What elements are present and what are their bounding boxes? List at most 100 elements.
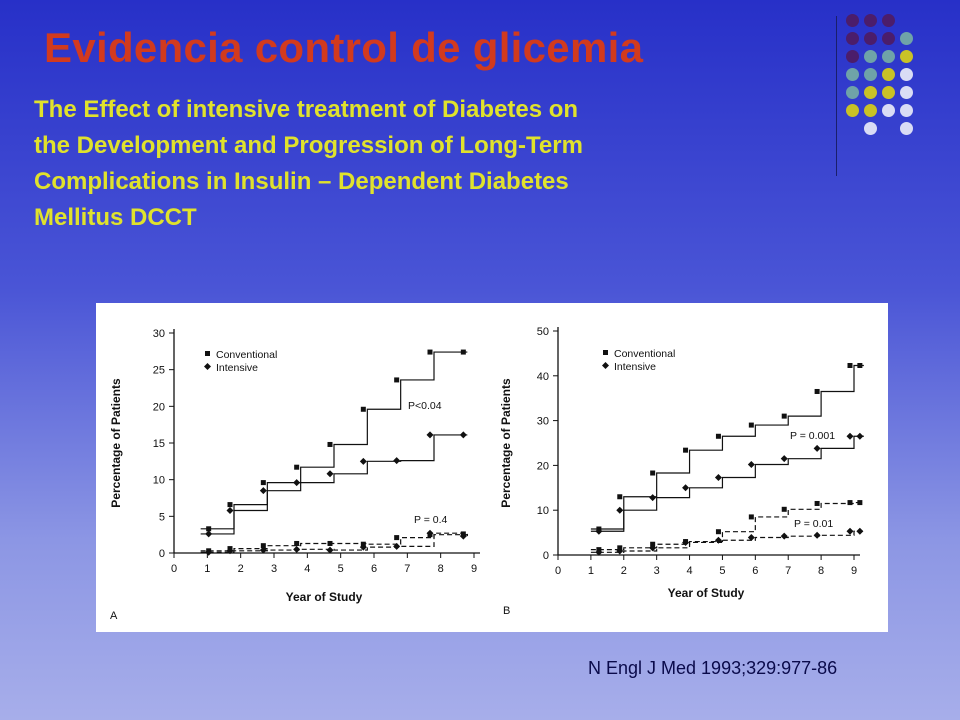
data-point-square (394, 535, 400, 541)
y-tick-label: 5 (159, 511, 165, 523)
data-point-square (781, 506, 787, 512)
data-point-diamond (359, 457, 367, 465)
decor-dot-lavender (864, 122, 877, 135)
x-tick-label: 8 (438, 563, 444, 575)
x-axis-label: Year of Study (286, 590, 363, 604)
data-point-square (814, 388, 820, 394)
data-point-diamond (259, 546, 267, 554)
data-point-square (650, 470, 656, 476)
y-tick-label: 30 (153, 328, 165, 340)
x-tick-label: 1 (204, 563, 210, 575)
data-point-diamond (813, 444, 821, 452)
data-point-diamond (459, 431, 467, 439)
series-line-1 (200, 434, 468, 535)
y-tick-label: 20 (537, 460, 549, 472)
x-tick-label: 3 (654, 565, 660, 577)
data-point-diamond (649, 544, 657, 552)
data-point-square (260, 480, 266, 486)
data-point-diamond (426, 431, 434, 439)
data-point-diamond (846, 527, 854, 535)
y-tick-label: 10 (537, 505, 549, 517)
series-line-3 (200, 532, 468, 553)
figure-panel: 0 5 10 15 20 25 30 0 1 2 3 4 5 6 7 8 9 Year of Study Perce… (96, 303, 888, 632)
y-axis-label: Percentage of Patients (499, 378, 513, 508)
data-point-diamond (616, 506, 624, 514)
slide-title: Evidencia control de glicemia (44, 24, 644, 71)
data-point-square (683, 447, 689, 453)
data-point-diamond (459, 532, 467, 540)
data-point-diamond (595, 548, 603, 556)
data-point-diamond (426, 529, 434, 537)
y-tick-label: 0 (543, 550, 549, 562)
decor-dot-teal (882, 50, 895, 63)
p-value-annotation: P = 0.01 (794, 518, 833, 530)
data-point-square (294, 540, 300, 546)
x-tick-label: 2 (238, 563, 244, 575)
data-point-square (857, 500, 863, 506)
data-point-square (748, 514, 754, 520)
data-point-square (394, 377, 400, 383)
decor-dot-lavender (900, 122, 913, 135)
series-line-1 (590, 435, 864, 532)
data-point-diamond (226, 547, 234, 555)
decor-dot-purple (846, 14, 859, 27)
subtitle-line-3: Complications in Insulin – Dependent Dia… (34, 168, 569, 195)
x-tick-label: 6 (752, 565, 758, 577)
data-point-diamond (205, 548, 213, 556)
y-tick-label: 10 (153, 475, 165, 487)
panel-label: A (110, 610, 118, 622)
data-point-diamond (856, 527, 864, 535)
subtitle-line-2: the Development and Progression of Long-… (34, 132, 583, 159)
decor-dot-purple (864, 14, 877, 27)
legend-marker-diamond (602, 362, 609, 369)
x-axis-label: Year of Study (668, 586, 745, 600)
data-point-square (327, 540, 333, 546)
data-point-diamond (747, 534, 755, 542)
x-tick-label: 7 (785, 565, 791, 577)
data-point-square (260, 543, 266, 549)
data-point-square (814, 500, 820, 506)
panel-label: B (503, 605, 510, 617)
citation: N Engl J Med 1993;329:977-86 (588, 658, 838, 678)
data-point-diamond (846, 432, 854, 440)
decor-dot-teal (846, 68, 859, 81)
series-line-2 (200, 533, 468, 552)
x-tick-label: 8 (818, 565, 824, 577)
x-tick-label: 4 (686, 565, 692, 577)
series-line-3 (590, 530, 864, 553)
data-point-diamond (293, 479, 301, 487)
data-point-square (650, 541, 656, 547)
data-point-square (206, 526, 212, 532)
decorative-dot-grid (846, 14, 956, 154)
decor-dot-yellow (882, 86, 895, 99)
data-point-diamond (780, 455, 788, 463)
legend-entry-1: Intensive (614, 361, 656, 373)
data-point-square (857, 362, 863, 368)
x-tick-label: 5 (338, 563, 344, 575)
data-point-diamond (326, 546, 334, 554)
decor-dot-yellow (846, 104, 859, 117)
legend-entry-1: Intensive (216, 362, 258, 374)
x-tick-label: 4 (304, 563, 310, 575)
decor-dot-teal (864, 68, 877, 81)
data-point-square (617, 494, 623, 500)
x-tick-label: 1 (588, 565, 594, 577)
y-tick-label: 20 (153, 401, 165, 413)
decor-dot-lavender (900, 104, 913, 117)
data-point-diamond (293, 545, 301, 553)
data-point-square (715, 529, 721, 535)
data-point-square (460, 349, 466, 355)
decor-dot-lavender (882, 104, 895, 117)
data-point-diamond (359, 543, 367, 551)
legend-marker-square (205, 351, 210, 356)
data-point-diamond (595, 527, 603, 535)
y-tick-label: 25 (153, 365, 165, 377)
data-point-diamond (393, 542, 401, 550)
decor-dot-purple (846, 32, 859, 45)
data-point-square (748, 422, 754, 428)
data-point-square (781, 413, 787, 419)
decor-dot-teal (900, 32, 913, 45)
x-tick-label: 2 (621, 565, 627, 577)
decor-dot-purple (864, 32, 877, 45)
data-point-square (327, 441, 333, 447)
